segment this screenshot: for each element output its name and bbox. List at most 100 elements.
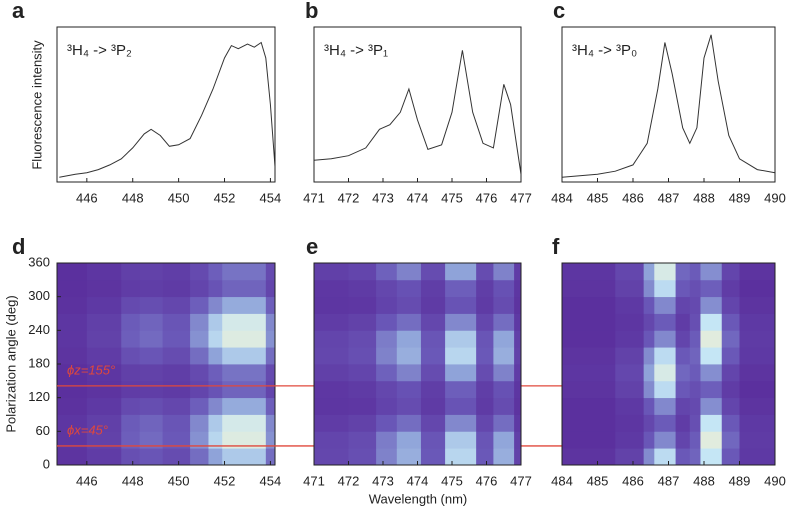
heat-cell (314, 296, 349, 314)
heat-cell (139, 263, 163, 281)
heat-cell (562, 364, 616, 382)
heat-cell (721, 364, 740, 382)
heat-cell (562, 347, 616, 365)
heat-cell (739, 313, 776, 331)
x-tick-label: 471 (303, 473, 325, 488)
heat-cell (265, 296, 276, 314)
y-tick-label: 60 (36, 423, 50, 438)
heat-cell (493, 431, 515, 449)
heat-cell (615, 364, 645, 382)
heat-cell (654, 347, 676, 365)
heat-cell (86, 414, 122, 432)
heat-cell (420, 296, 446, 314)
heat-cell (162, 279, 191, 298)
x-tick-label: 486 (622, 190, 644, 205)
heat-cell (314, 448, 349, 466)
heat-cell (314, 431, 349, 449)
heat-cell (445, 414, 477, 432)
heat-cell (265, 263, 276, 281)
heat-cell (615, 330, 645, 348)
heat-cell (615, 296, 645, 314)
heat-cell (376, 279, 398, 298)
heat-cell (57, 448, 88, 466)
x-tick-label: 490 (764, 473, 786, 488)
heat-cell (615, 414, 645, 432)
heat-cell (615, 279, 645, 298)
heat-cell (721, 330, 740, 348)
x-tick-label: 474 (407, 190, 429, 205)
heat-cell (348, 431, 377, 449)
heat-cell (162, 397, 191, 415)
heat-cell (265, 364, 276, 382)
heat-cell (190, 313, 209, 331)
heat-cell (689, 330, 701, 348)
y-axis-label: Polarization angle (deg) (3, 295, 18, 432)
heat-cell (348, 397, 377, 415)
heat-cell (476, 364, 494, 382)
heat-cell (208, 431, 223, 449)
heat-cell (445, 397, 477, 415)
heat-cell (675, 296, 691, 314)
x-tick-label: 488 (693, 473, 715, 488)
x-tick-label: 484 (551, 473, 573, 488)
heat-cell (420, 347, 446, 365)
heat-cell (615, 263, 645, 281)
heat-cell (562, 279, 616, 298)
panel-letter: b (305, 0, 318, 23)
heat-cell (476, 347, 494, 365)
heat-cell (689, 448, 701, 466)
heat-cell (57, 296, 88, 314)
heat-cell (493, 397, 515, 415)
spectrum-line (59, 41, 276, 178)
panel-letter: d (12, 234, 25, 259)
angle-label: ϕx=45° (67, 422, 108, 437)
heat-cell (348, 296, 377, 314)
spectrum-line (561, 34, 776, 178)
heat-cell (348, 414, 377, 432)
heat-cell (700, 296, 723, 314)
heat-cell (222, 448, 267, 466)
heat-cell (675, 313, 691, 331)
heat-cell (643, 364, 655, 382)
heat-cell (445, 263, 477, 281)
heat-cell (689, 347, 701, 365)
x-tick-label: 487 (658, 190, 680, 205)
heat-cell (493, 330, 515, 348)
heat-cell (700, 414, 723, 432)
heat-cell (493, 448, 515, 466)
x-tick-label: 446 (76, 473, 98, 488)
heat-cell (121, 263, 141, 281)
x-tick-label: 487 (658, 473, 680, 488)
heat-cell (721, 313, 740, 331)
heat-cell (162, 414, 191, 432)
heat-cell (654, 448, 676, 466)
heat-cell (265, 313, 276, 331)
heat-cell (190, 364, 209, 382)
heat-cell (162, 263, 191, 281)
heat-cell (700, 380, 723, 399)
heat-cell (721, 296, 740, 314)
heat-cell (420, 431, 446, 449)
heat-cell (654, 279, 676, 298)
heat-cell (476, 279, 494, 298)
heat-cell (57, 364, 88, 382)
heat-cell (121, 380, 141, 399)
heat-cell (376, 330, 398, 348)
x-tick-label: 485 (587, 473, 609, 488)
heat-cell (493, 347, 515, 365)
heat-cell (208, 279, 223, 298)
x-tick-label: 454 (260, 473, 282, 488)
heat-cell (208, 397, 223, 415)
heat-cell (348, 263, 377, 281)
heat-cell (376, 313, 398, 331)
panel-letter: c (553, 0, 565, 23)
heat-cell (643, 397, 655, 415)
heat-cell (675, 364, 691, 382)
heat-cell (675, 330, 691, 348)
heat-cell (86, 448, 122, 466)
heat-cell (562, 431, 616, 449)
heat-cell (689, 296, 701, 314)
heat-cell (139, 380, 163, 399)
heat-cell (721, 347, 740, 365)
heat-cell (654, 263, 676, 281)
